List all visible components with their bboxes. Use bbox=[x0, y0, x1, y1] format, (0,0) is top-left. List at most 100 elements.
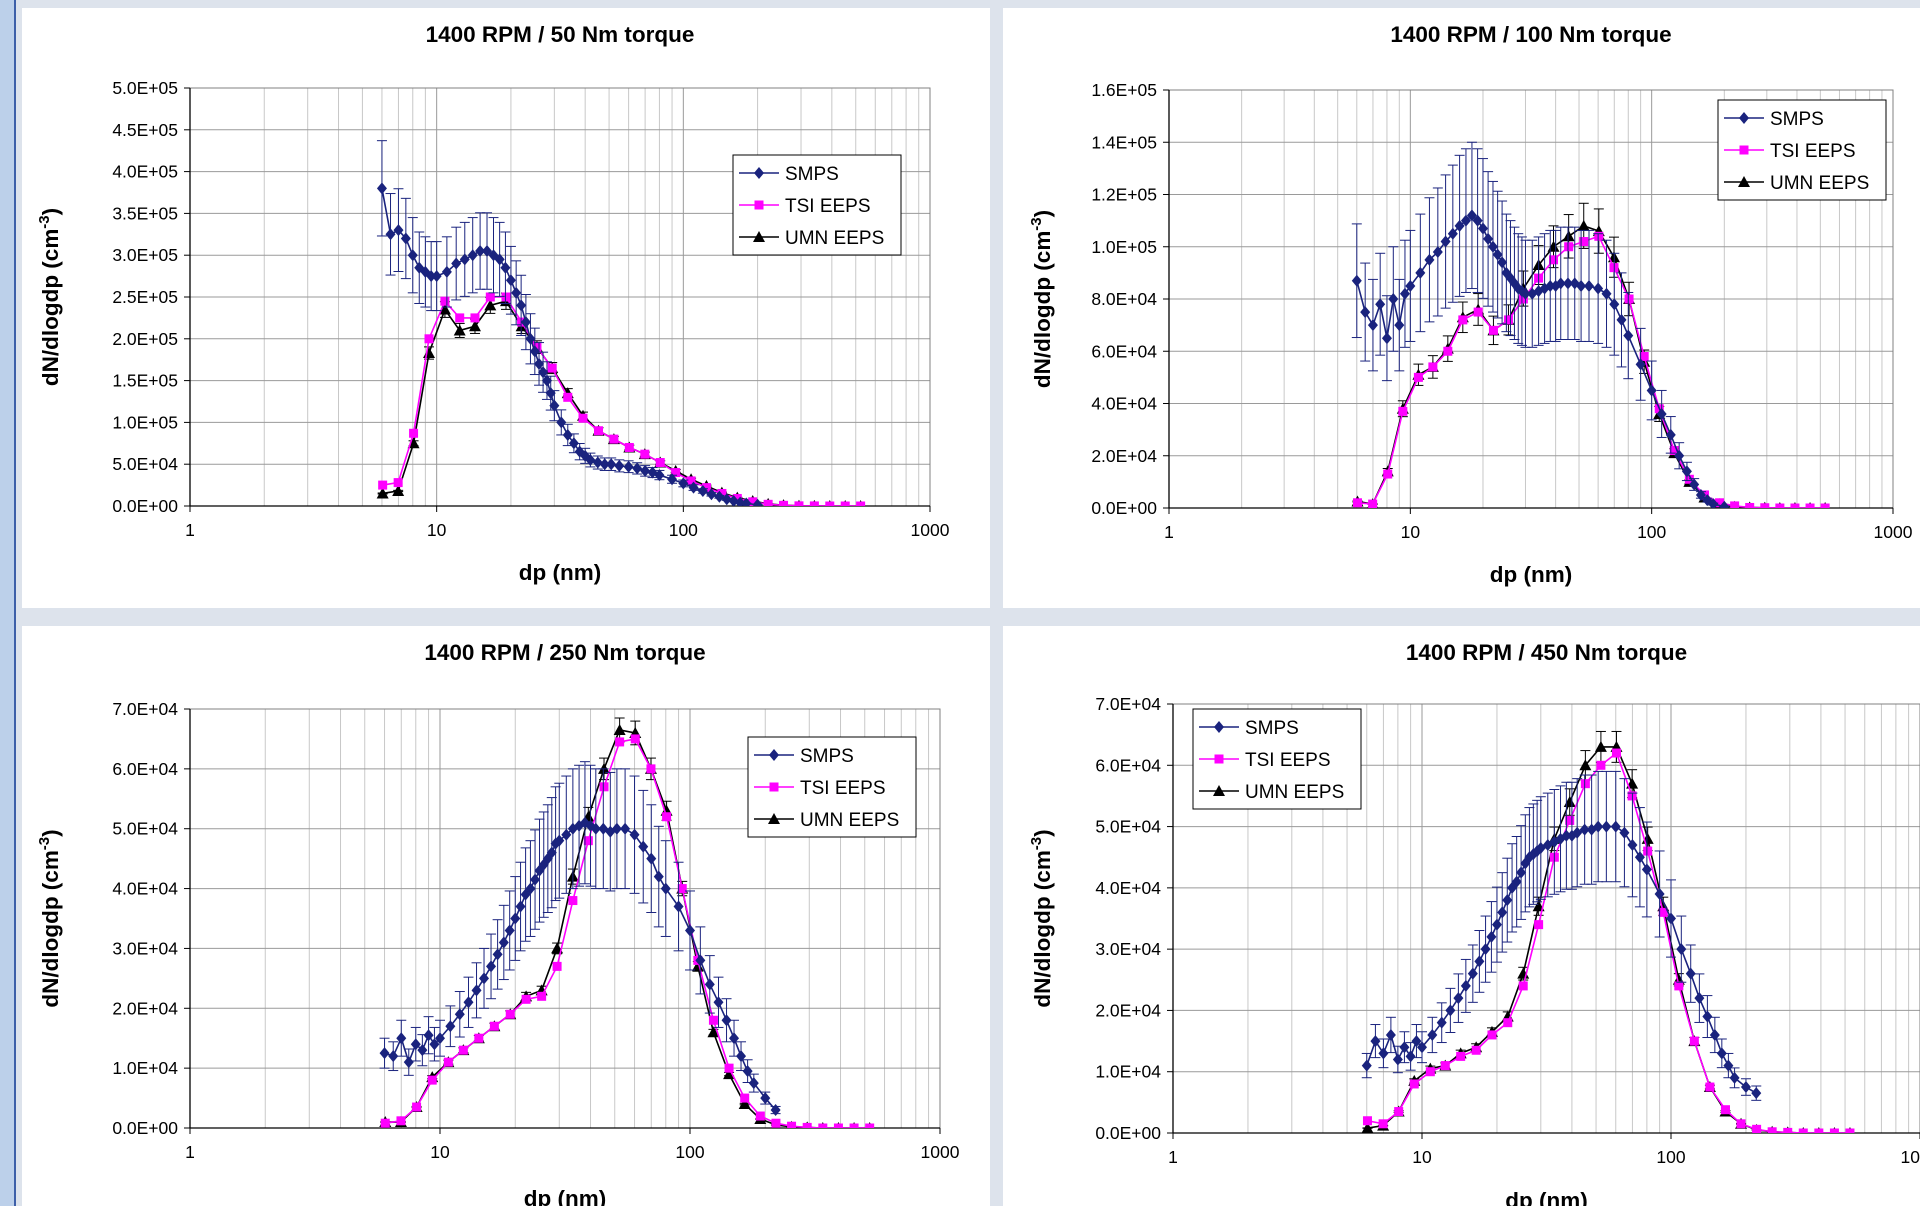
data-point bbox=[818, 1123, 828, 1128]
data-point bbox=[534, 864, 545, 877]
series-line bbox=[1356, 214, 1725, 508]
data-point bbox=[729, 1032, 740, 1045]
data-point bbox=[787, 1121, 797, 1128]
data-point bbox=[1524, 851, 1535, 864]
y-tick-label: 3.0E+04 bbox=[1095, 939, 1161, 959]
data-point bbox=[1594, 231, 1604, 241]
legend-label: SMPS bbox=[1770, 109, 1824, 130]
data-point bbox=[1466, 209, 1477, 222]
data-point bbox=[623, 460, 634, 473]
data-point bbox=[660, 882, 671, 895]
data-point bbox=[388, 1050, 399, 1063]
y-tick-label: 0.0E+00 bbox=[1095, 1123, 1161, 1143]
data-point bbox=[717, 488, 727, 498]
data-point bbox=[1513, 282, 1524, 295]
legend-label: SMPS bbox=[800, 746, 854, 767]
data-point bbox=[376, 182, 387, 195]
data-point bbox=[554, 834, 565, 847]
data-point bbox=[599, 458, 610, 471]
data-point bbox=[1641, 863, 1652, 876]
x-tick-label: 1 bbox=[1164, 522, 1174, 542]
data-point bbox=[1516, 866, 1527, 879]
data-point bbox=[1352, 498, 1362, 508]
data-point bbox=[1381, 332, 1392, 345]
data-point bbox=[515, 900, 526, 913]
data-point bbox=[677, 884, 687, 894]
data-point bbox=[545, 387, 556, 400]
data-point bbox=[1624, 294, 1634, 304]
data-point bbox=[624, 442, 634, 452]
y-tick-label: 5.0E+05 bbox=[112, 78, 178, 98]
data-point bbox=[1684, 474, 1694, 484]
data-point bbox=[1383, 469, 1393, 479]
data-point bbox=[673, 900, 684, 913]
data-point bbox=[393, 478, 403, 488]
data-point bbox=[1503, 315, 1513, 325]
data-point bbox=[840, 501, 850, 506]
data-point bbox=[525, 332, 536, 345]
data-point bbox=[802, 1122, 812, 1128]
data-point bbox=[459, 253, 470, 266]
data-point bbox=[1362, 1116, 1372, 1126]
data-point bbox=[1385, 1028, 1396, 1041]
data-point bbox=[563, 392, 573, 402]
data-point bbox=[1545, 279, 1556, 292]
y-tick-label: 2.0E+04 bbox=[112, 998, 178, 1018]
data-point bbox=[1440, 235, 1451, 248]
chart-title: 1400 RPM / 100 Nm torque bbox=[1390, 22, 1671, 47]
x-axis-label: dp (nm) bbox=[1490, 562, 1572, 587]
data-point bbox=[1790, 503, 1800, 508]
series-umn-eeps bbox=[376, 292, 864, 506]
data-point bbox=[691, 960, 704, 972]
data-point bbox=[609, 434, 619, 444]
chart-panel-450nm: 0.0E+00 1.0E+04 2.0E+04 3.0E+04 4.0E+04 5.0E+… bbox=[1003, 626, 1920, 1206]
data-point bbox=[1436, 1016, 1447, 1029]
data-point bbox=[1392, 1053, 1403, 1066]
data-point bbox=[409, 428, 419, 438]
data-point bbox=[379, 1047, 390, 1060]
data-point bbox=[474, 1033, 484, 1043]
data-point bbox=[1654, 887, 1665, 900]
data-point bbox=[1720, 1105, 1730, 1115]
data-point bbox=[429, 1038, 440, 1051]
data-point bbox=[561, 828, 572, 841]
data-point bbox=[1428, 362, 1438, 372]
legend-entry: UMN EEPS bbox=[754, 810, 899, 831]
data-point bbox=[713, 996, 724, 1009]
series-line bbox=[382, 296, 861, 506]
data-point bbox=[1723, 1059, 1734, 1072]
data-point bbox=[532, 342, 542, 352]
data-point bbox=[736, 1050, 747, 1063]
legend-label: TSI EEPS bbox=[1770, 141, 1856, 162]
data-point bbox=[423, 1029, 434, 1042]
data-point bbox=[685, 924, 695, 937]
data-point bbox=[1611, 748, 1621, 758]
data-point bbox=[505, 274, 516, 287]
x-tick-label: 10 bbox=[1401, 522, 1421, 542]
data-point bbox=[1480, 943, 1491, 956]
data-point bbox=[606, 458, 617, 471]
data-point bbox=[1729, 1071, 1740, 1084]
legend: SMPS TSI EEPS UMN EEPS bbox=[732, 154, 902, 256]
data-point bbox=[1527, 287, 1538, 300]
data-point bbox=[396, 1032, 407, 1045]
data-point bbox=[1399, 287, 1410, 300]
y-tick-label: 2.0E+04 bbox=[1095, 1000, 1161, 1020]
y-tick-label: 5.0E+04 bbox=[1095, 817, 1161, 837]
y-axis-label: dN/dlogdp (cm-3) bbox=[1028, 829, 1055, 1007]
data-point bbox=[614, 459, 625, 472]
series-line bbox=[1357, 224, 1826, 508]
data-point bbox=[592, 456, 603, 469]
y-tick-label: 3.0E+04 bbox=[112, 938, 178, 958]
data-point bbox=[412, 1102, 422, 1112]
data-point bbox=[1378, 1047, 1389, 1060]
x-axis-label: dp (nm) bbox=[1505, 1188, 1587, 1206]
x-tick-label: 100 bbox=[1656, 1147, 1685, 1167]
chart-svg: 0.0E+00 2.0E+04 4.0E+04 6.0E+04 8.0E+04 1.0E+… bbox=[1028, 22, 1913, 587]
data-point bbox=[1572, 826, 1583, 839]
data-point bbox=[1491, 918, 1502, 931]
data-point bbox=[724, 1063, 734, 1073]
data-point bbox=[1635, 358, 1646, 371]
y-tick-label: 1.5E+05 bbox=[112, 371, 178, 391]
data-point bbox=[453, 324, 466, 336]
